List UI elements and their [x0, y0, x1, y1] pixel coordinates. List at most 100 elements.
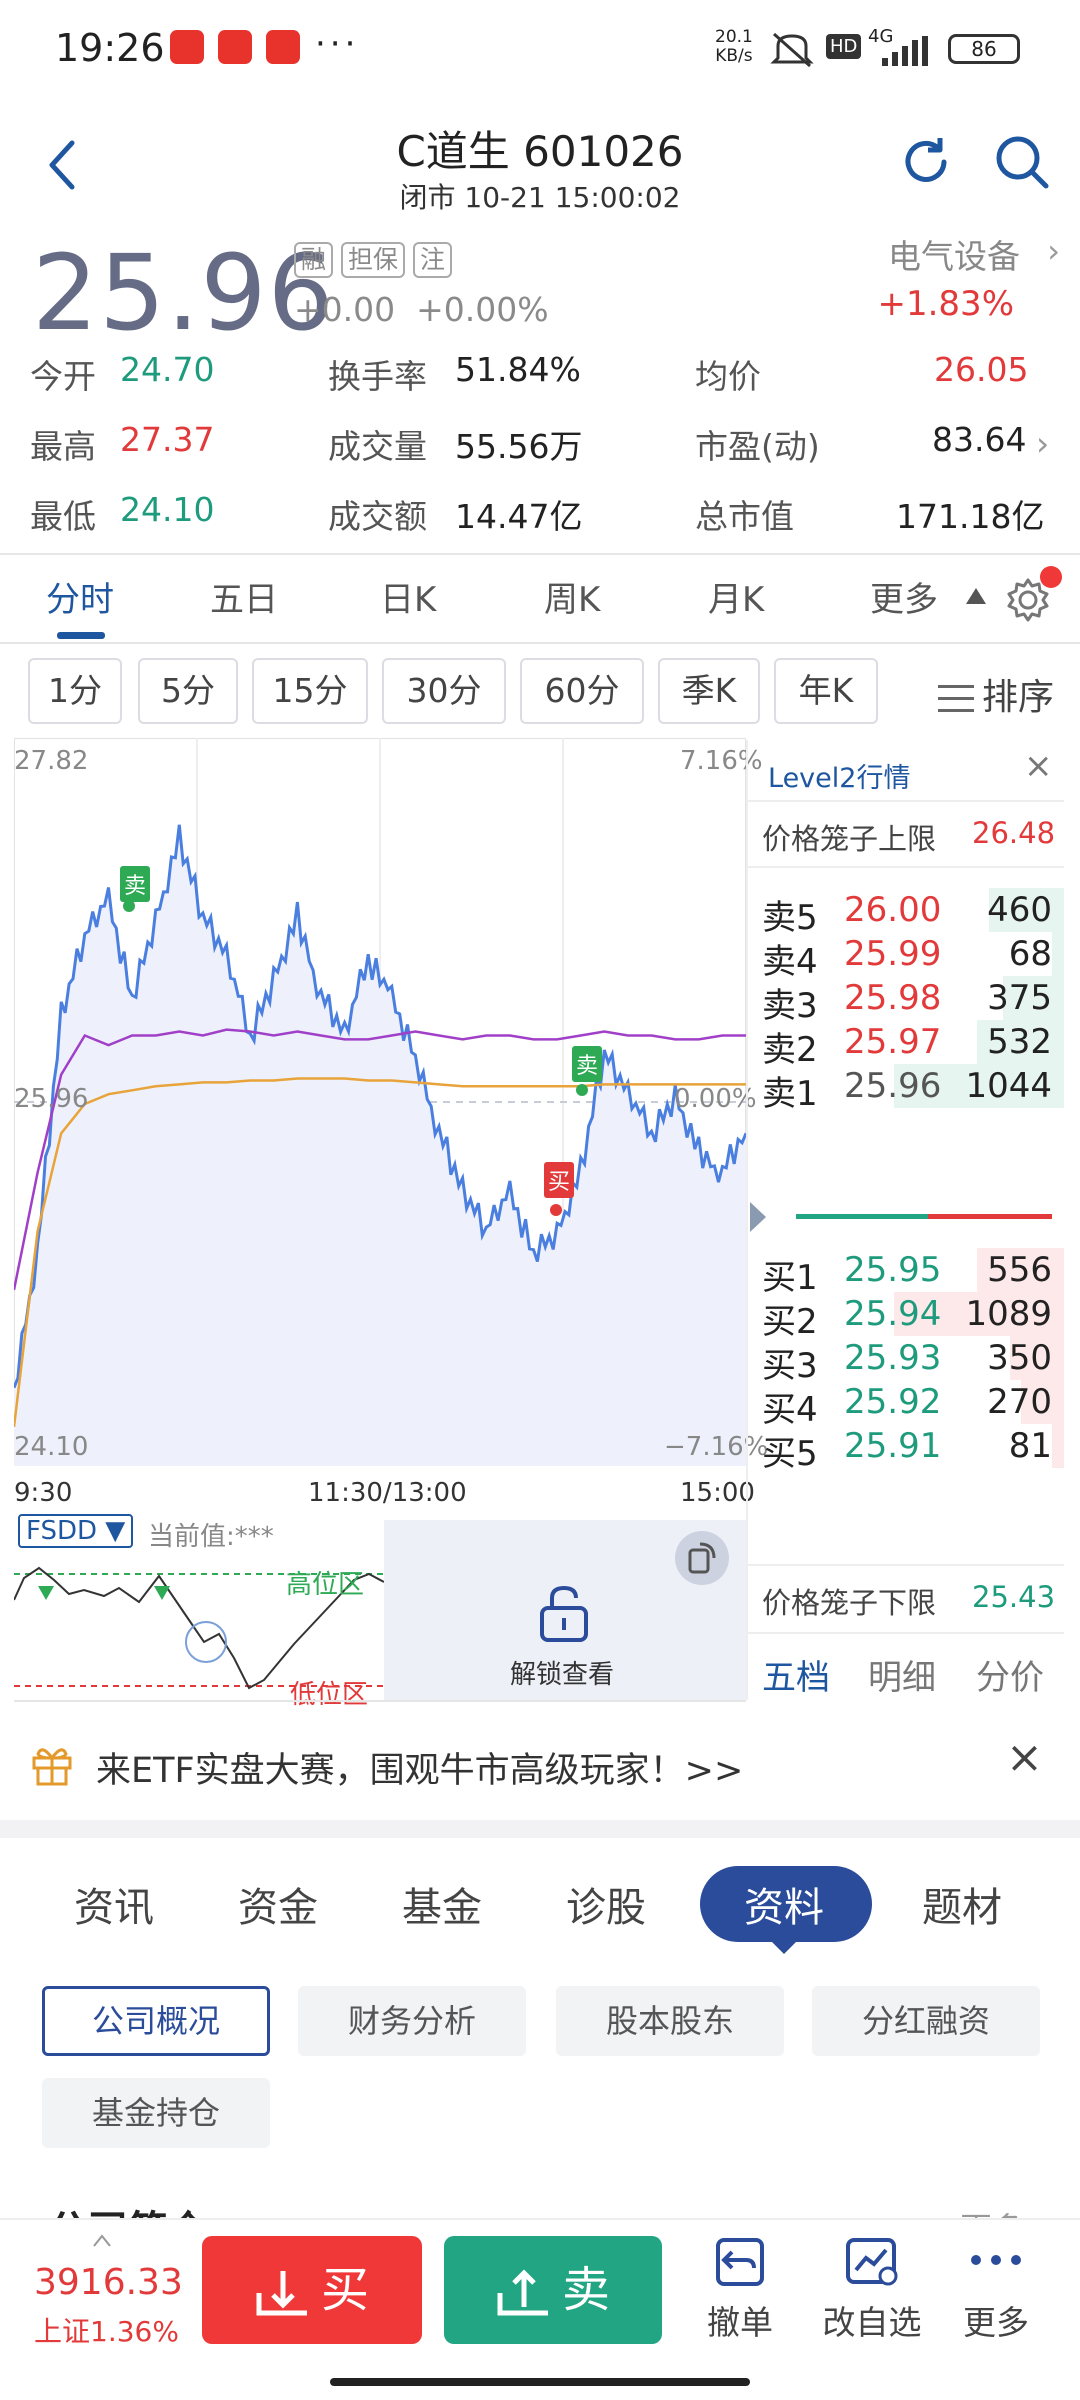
tab-daily-k[interactable]: 日K — [380, 580, 437, 620]
sector-link[interactable]: 电气设备 — [888, 237, 1020, 276]
tab-details[interactable]: 明细 — [868, 1658, 936, 1698]
stats-expand-icon[interactable]: › — [1036, 424, 1050, 463]
tab-more[interactable]: 更多 — [870, 580, 938, 620]
rotate-screen-icon[interactable] — [674, 1530, 730, 1586]
subtab-company-overview[interactable]: 公司概况 — [42, 1986, 270, 2056]
bid-volume: 270 — [987, 1382, 1052, 1422]
ask-row[interactable]: 卖5 26.00 460 — [748, 880, 1064, 940]
pe-value: 83.64 — [932, 420, 1027, 459]
tab-capital[interactable]: 资金 — [238, 1885, 318, 1931]
buy-button[interactable]: 买 — [202, 2236, 422, 2344]
index-label[interactable]: 上证1.36% — [34, 2315, 179, 2348]
price-line — [14, 824, 746, 1389]
sort-button[interactable]: 排序 — [936, 668, 1054, 720]
ask-level-label: 卖2 — [762, 1030, 818, 1070]
more-button[interactable]: 更多 — [936, 2234, 1056, 2344]
ask-volume: 460 — [987, 890, 1052, 930]
divider — [14, 1700, 746, 1702]
ask-row[interactable]: 卖4 25.99 68 — [748, 924, 1064, 984]
avg-price-line — [14, 1077, 746, 1428]
indicator-current: 当前值:*** — [148, 1522, 274, 1552]
more-dots-icon — [971, 2255, 1021, 2265]
period-quarter-k[interactable]: 季K — [658, 658, 760, 724]
period-5min[interactable]: 5分 — [138, 658, 238, 724]
x-axis-start: 9:30 — [14, 1478, 73, 1508]
collateral-tag[interactable]: 担保 — [341, 242, 406, 278]
bid-volume: 81 — [1008, 1426, 1052, 1466]
tab-weekly-k[interactable]: 周K — [544, 580, 601, 620]
sell-button[interactable]: 卖 — [444, 2236, 662, 2344]
buy-signal-marker[interactable]: 买 — [544, 1162, 575, 1198]
ask-price: 26.00 — [844, 890, 942, 930]
refresh-icon[interactable] — [896, 132, 956, 192]
caret-up-icon[interactable] — [964, 586, 988, 606]
close-banner-icon[interactable]: × — [1006, 1732, 1043, 1783]
bid-price: 25.92 — [844, 1382, 942, 1422]
period-year-k[interactable]: 年K — [774, 658, 878, 724]
locked-indicator-overlay[interactable]: 解锁查看 — [384, 1520, 746, 1700]
divider — [0, 553, 1080, 555]
ask-volume: 375 — [987, 978, 1052, 1018]
expand-arrow-icon[interactable] — [748, 1200, 768, 1234]
ask-level-label: 卖3 — [762, 986, 818, 1026]
stock-tags[interactable]: 融 担保 注 — [294, 242, 453, 278]
x-axis-end: 15:00 — [680, 1478, 755, 1508]
tab-price-distribution[interactable]: 分价 — [976, 1658, 1044, 1698]
tab-five-day[interactable]: 五日 — [210, 580, 278, 620]
period-30min[interactable]: 30分 — [382, 658, 506, 724]
bid-row[interactable]: 买1 25.95 556 — [748, 1240, 1064, 1300]
cancel-order-label: 撤单 — [707, 2303, 773, 2342]
subtab-dividends[interactable]: 分红融资 — [812, 1986, 1040, 2056]
y-axis-mid: 25.96 — [14, 1084, 89, 1114]
volume-value: 55.56万 — [455, 427, 583, 466]
back-icon[interactable] — [42, 135, 82, 195]
volume-bar — [894, 1292, 1064, 1336]
subtab-fund-holdings[interactable]: 基金持仓 — [42, 2078, 270, 2148]
volume-label: 成交量 — [328, 427, 427, 466]
search-icon[interactable] — [992, 132, 1052, 192]
bid-row[interactable]: 买5 25.91 81 — [748, 1416, 1064, 1476]
tab-monthly-k[interactable]: 月K — [708, 580, 765, 620]
tab-themes[interactable]: 题材 — [922, 1885, 1002, 1931]
sell-signal-marker[interactable]: 卖 — [572, 1046, 603, 1082]
registration-tag[interactable]: 注 — [413, 242, 453, 278]
ask-row[interactable]: 卖3 25.98 375 — [748, 968, 1064, 1028]
period-1min[interactable]: 1分 — [28, 658, 122, 724]
close-icon[interactable]: × — [1024, 746, 1053, 786]
subtab-financial-analysis[interactable]: 财务分析 — [298, 1986, 526, 2056]
intraday-chart[interactable] — [14, 738, 746, 1466]
tab-profile[interactable]: 资料 — [744, 1885, 824, 1931]
bid-row[interactable]: 买4 25.92 270 — [748, 1372, 1064, 1432]
bid-row[interactable]: 买2 25.94 1089 — [748, 1284, 1064, 1344]
promo-text[interactable]: 来ETF实盘大赛，围观牛市高级玩家！>> — [96, 1751, 744, 1791]
edit-watchlist-button[interactable]: 改自选 — [812, 2234, 932, 2344]
bid-row[interactable]: 买3 25.93 350 — [748, 1328, 1064, 1388]
tab-funds[interactable]: 基金 — [402, 1885, 482, 1931]
margin-tag[interactable]: 融 — [294, 242, 334, 278]
more-label: 更多 — [963, 2303, 1029, 2342]
high-zone-label: 高位区 — [286, 1570, 365, 1600]
tab-news[interactable]: 资讯 — [74, 1885, 154, 1931]
period-60min[interactable]: 60分 — [520, 658, 644, 724]
period-15min[interactable]: 15分 — [252, 658, 368, 724]
ask-price: 25.97 — [844, 1022, 942, 1062]
promo-banner[interactable]: 来ETF实盘大赛，围观牛市高级玩家！>> × — [0, 1710, 1080, 1820]
cancel-order-button[interactable]: 撤单 — [680, 2234, 800, 2344]
ask-row[interactable]: 卖2 25.97 532 — [748, 1012, 1064, 1072]
level2-title[interactable]: Level2行情 — [768, 763, 911, 794]
subtab-shareholders[interactable]: 股本股东 — [556, 1986, 784, 2056]
index-value[interactable]: 3916.33 — [34, 2262, 183, 2303]
indicator-selector[interactable]: FSDD ▼ — [18, 1514, 134, 1548]
chevron-right-icon[interactable]: › — [1047, 232, 1060, 270]
sell-signal-marker[interactable]: 卖 — [120, 866, 151, 902]
price-cage-lower-label: 价格笼子下限 — [762, 1586, 937, 1620]
volume-bar — [1003, 976, 1064, 1020]
tab-five-levels[interactable]: 五档 — [762, 1658, 830, 1698]
settings-gear-icon[interactable] — [1004, 576, 1052, 624]
bid-price: 25.95 — [844, 1250, 942, 1290]
tab-intraday[interactable]: 分时 — [46, 580, 114, 620]
volume-bar — [1052, 932, 1064, 976]
ask-row[interactable]: 卖1 25.96 1044 — [748, 1056, 1064, 1116]
stock-title: C道生 601026 — [396, 127, 684, 176]
tab-diagnosis[interactable]: 诊股 — [566, 1885, 646, 1931]
